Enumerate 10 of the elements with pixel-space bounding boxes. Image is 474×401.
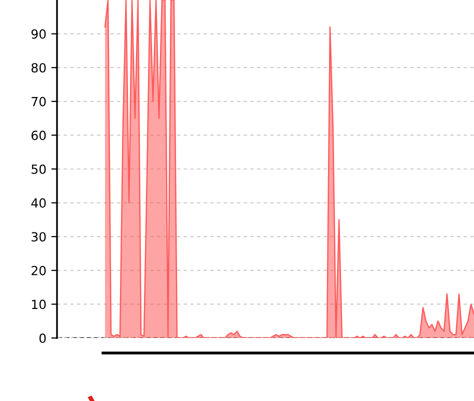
y-tick-label: 50 (32, 164, 46, 174)
y-tick-label: 90 (31, 29, 46, 39)
y-tick-label: 10 (32, 300, 46, 310)
y-tick-label: 70 (32, 96, 46, 106)
y-tick-label: 0 (39, 333, 46, 343)
y-tick-label: 60 (32, 130, 46, 140)
y-tick-label: 30 (32, 232, 46, 242)
y-tick-label: 40 (31, 198, 46, 208)
y-tick-label: 80 (32, 63, 46, 73)
y-tick-label: 20 (32, 266, 46, 276)
